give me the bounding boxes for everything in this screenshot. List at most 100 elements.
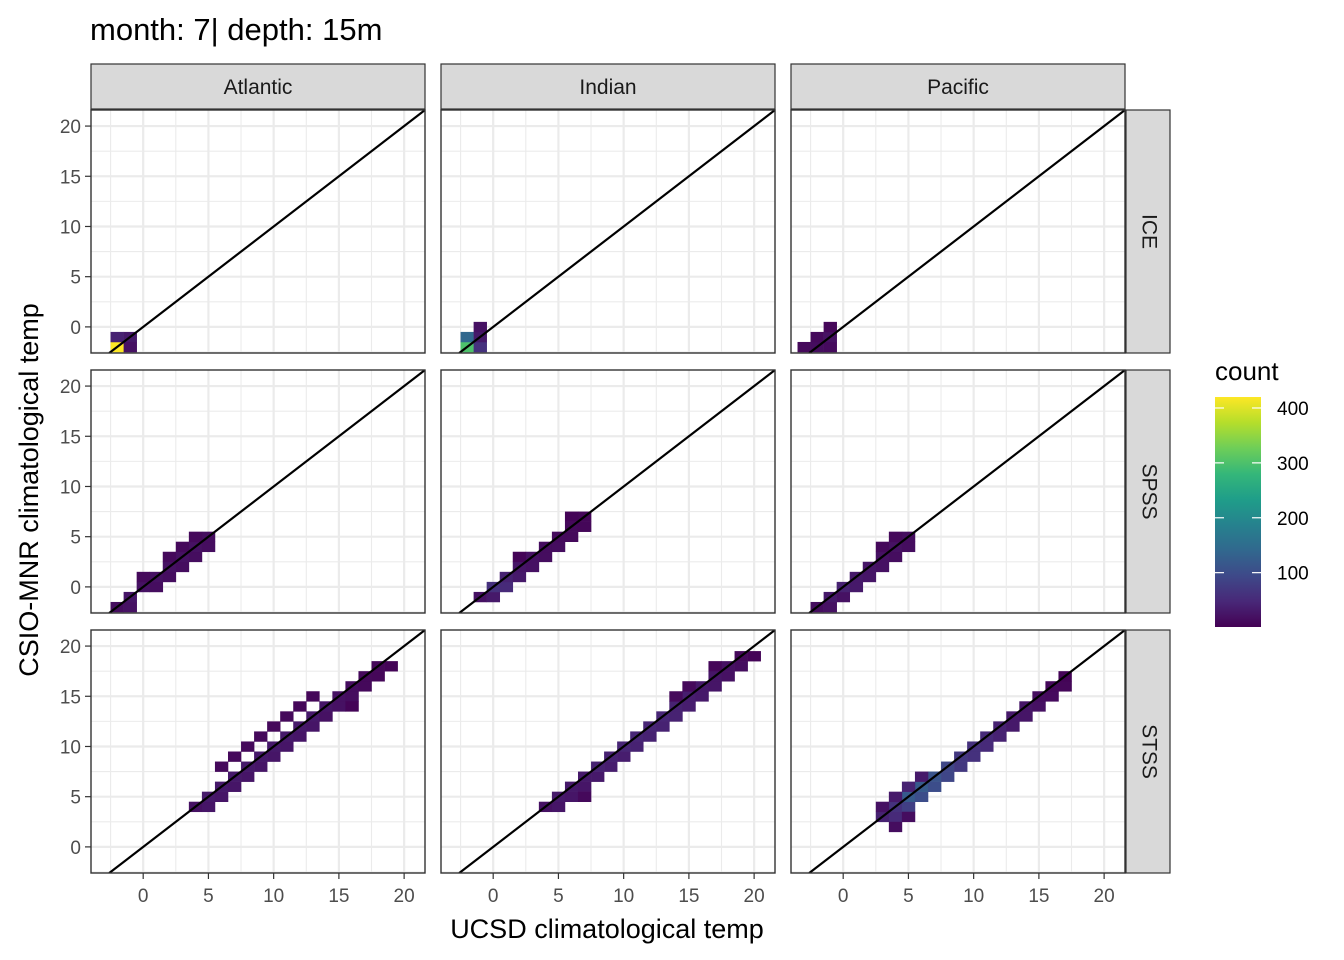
heatmap-bin: [525, 561, 540, 573]
reference-line: [458, 630, 775, 873]
color-legend: count 100 200 300 400: [1215, 356, 1309, 627]
reference-line: [808, 370, 1125, 613]
y-tick-label: 0: [70, 318, 81, 339]
panel-background: [791, 370, 1125, 613]
heatmap-bin: [371, 671, 385, 682]
heatmap-bin: [708, 681, 722, 692]
heatmap-bin: [306, 721, 320, 732]
strip-label-stss: STSS: [1137, 724, 1160, 779]
heatmap-bin: [643, 731, 657, 742]
heatmap-bin: [201, 801, 216, 813]
heatmap-bin: [227, 781, 242, 792]
heatmap-bin: [162, 551, 177, 563]
heatmap-bin: [577, 521, 592, 532]
heatmap-bin: [901, 781, 916, 792]
y-tick-label: 20: [60, 377, 81, 398]
panel-atlantic-stss: 0 5 10 15 20 0 5 10 15 20: [60, 629, 426, 907]
y-tick-label: 10: [60, 737, 81, 758]
heatmap-bin: [823, 601, 837, 613]
heatmap-bin: [123, 341, 137, 353]
heatmap-bin: [577, 781, 592, 792]
heatmap-bin: [267, 721, 281, 732]
heatmap-bin: [241, 741, 255, 752]
heatmap-bin: [473, 321, 487, 333]
strip-label-pacific: Pacific: [927, 76, 989, 99]
heatmap-bin: [669, 711, 683, 722]
y-tick-label: 15: [60, 427, 81, 448]
heatmap-bin: [734, 661, 748, 672]
heatmap-bin: [306, 691, 320, 702]
heatmap-bin: [175, 561, 190, 573]
heatmap-bin: [564, 791, 579, 803]
reference-line: [108, 370, 425, 613]
y-tick-label: 20: [60, 637, 81, 658]
heatmap-bin: [901, 541, 916, 553]
y-tick-label: 5: [70, 788, 81, 809]
heatmap-bin: [980, 741, 994, 752]
legend-title: count: [1215, 356, 1279, 386]
heatmap-bin: [682, 701, 696, 712]
heatmap-bin: [564, 511, 579, 522]
y-tick-label: 15: [60, 687, 81, 708]
x-tick-label: 0: [838, 886, 849, 907]
x-tick-label: 15: [1028, 886, 1049, 907]
heatmap-bin: [512, 551, 527, 563]
heatmap-bin: [875, 561, 890, 573]
heatmap-bin: [175, 541, 190, 553]
heatmap-bin: [669, 691, 683, 702]
heatmap-bin: [875, 541, 890, 553]
x-tick-label: 10: [613, 886, 634, 907]
strip-indian: [440, 63, 776, 110]
y-axis-title: CSIO-MNR climatological temp: [14, 303, 44, 677]
heatmap-bin: [954, 761, 968, 772]
y-tick-label: 10: [60, 217, 81, 238]
heatmap-bin: [823, 321, 837, 333]
reference-line: [808, 630, 1125, 873]
x-tick-label: 10: [263, 886, 284, 907]
heatmap-bin: [345, 691, 359, 702]
heatmap-bin: [293, 701, 307, 712]
heatmap-bin: [149, 581, 164, 593]
x-tick-label: 10: [963, 886, 984, 907]
heatmap-bin: [241, 771, 255, 782]
x-tick-label: 20: [744, 886, 765, 907]
heatmap-bin: [708, 661, 722, 672]
reference-line: [808, 110, 1125, 353]
panel-pacific-spss: [790, 369, 1126, 614]
panel-border: [440, 109, 776, 354]
heatmap-bin: [888, 791, 903, 803]
heatmap-bin: [512, 571, 527, 583]
heatmap-bin: [384, 661, 398, 672]
heatmap-bin: [267, 751, 281, 762]
x-tick-label: 20: [394, 886, 415, 907]
heatmap-bin: [254, 731, 268, 742]
legend-colorbar: [1215, 397, 1261, 627]
heatmap-bin: [332, 701, 346, 712]
heatmap-bin: [460, 331, 474, 343]
strip-label-indian: Indian: [579, 76, 636, 99]
y-tick-label: 5: [70, 528, 81, 549]
heatmap-bin: [162, 571, 177, 583]
legend-tick-label: 100: [1277, 564, 1309, 585]
strip-spss: [1125, 369, 1171, 614]
heatmap-bin: [136, 571, 151, 583]
x-tick-label: 0: [138, 886, 149, 907]
legend-tick-label: 200: [1277, 509, 1309, 530]
panel-atlantic-spss: 0 5 10 15 20: [60, 369, 426, 614]
heatmap-bin: [188, 551, 203, 563]
heatmap-bin: [551, 801, 566, 813]
heatmap-bin: [358, 681, 372, 692]
heatmap-bin: [499, 581, 514, 593]
panel-indian-ice: [440, 109, 776, 354]
heatmap-bin: [797, 341, 811, 353]
heatmap-bin: [993, 731, 1007, 742]
heatmap-bin: [345, 701, 359, 712]
panel-pacific-ice: [790, 109, 1126, 354]
heatmap-bin: [188, 531, 203, 543]
heatmap-bin: [823, 341, 837, 353]
panel-indian-spss: [440, 369, 776, 614]
heatmap-bin: [123, 601, 137, 613]
heatmap-bin: [695, 691, 709, 702]
legend-tick-label: 300: [1277, 454, 1309, 475]
heatmap-bin: [280, 711, 294, 722]
